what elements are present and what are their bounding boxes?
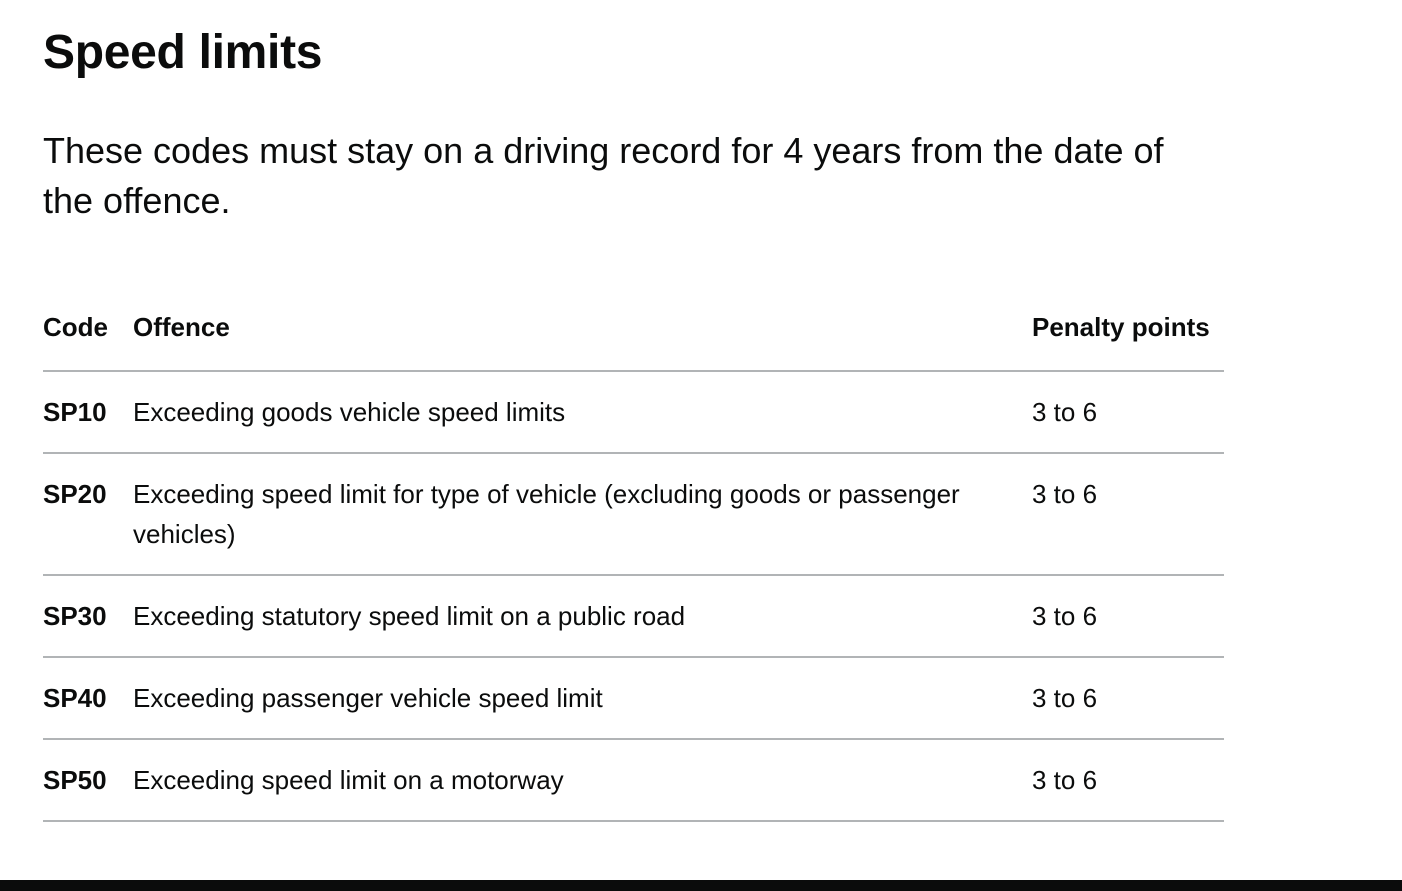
table-row: SP20 Exceeding speed limit for type of v… — [43, 453, 1224, 576]
row-offence: Exceeding speed limit for type of vehicl… — [133, 453, 1032, 576]
footer-bar — [0, 880, 1402, 891]
row-penalty-points: 3 to 6 — [1032, 657, 1224, 740]
table-row: SP30 Exceeding statutory speed limit on … — [43, 575, 1224, 658]
main-content: Speed limits These codes must stay on a … — [43, 0, 1224, 822]
row-penalty-points: 3 to 6 — [1032, 739, 1224, 822]
row-code: SP20 — [43, 453, 133, 576]
row-code: SP50 — [43, 739, 133, 822]
row-offence: Exceeding passenger vehicle speed limit — [133, 657, 1032, 740]
table-header-row: Code Offence Penalty points — [43, 304, 1224, 372]
row-offence: Exceeding statutory speed limit on a pub… — [133, 575, 1032, 658]
row-code: SP30 — [43, 575, 133, 658]
row-penalty-points: 3 to 6 — [1032, 371, 1224, 454]
row-code: SP10 — [43, 371, 133, 454]
lead-paragraph: These codes must stay on a driving recor… — [43, 130, 1164, 221]
page-title: Speed limits — [43, 26, 323, 79]
speed-limits-table: Code Offence Penalty points SP10 Exceedi… — [43, 304, 1224, 822]
row-offence: Exceeding goods vehicle speed limits — [133, 371, 1032, 454]
row-code: SP40 — [43, 657, 133, 740]
row-offence: Exceeding speed limit on a motorway — [133, 739, 1032, 822]
table-row: SP50 Exceeding speed limit on a motorway… — [43, 739, 1224, 822]
table-row: SP10 Exceeding goods vehicle speed limit… — [43, 371, 1224, 454]
table-row: SP40 Exceeding passenger vehicle speed l… — [43, 657, 1224, 740]
column-header-code: Code — [43, 304, 133, 372]
column-header-penalty-points: Penalty points — [1032, 304, 1224, 372]
row-penalty-points: 3 to 6 — [1032, 575, 1224, 658]
column-header-offence: Offence — [133, 304, 1032, 372]
row-penalty-points: 3 to 6 — [1032, 453, 1224, 576]
